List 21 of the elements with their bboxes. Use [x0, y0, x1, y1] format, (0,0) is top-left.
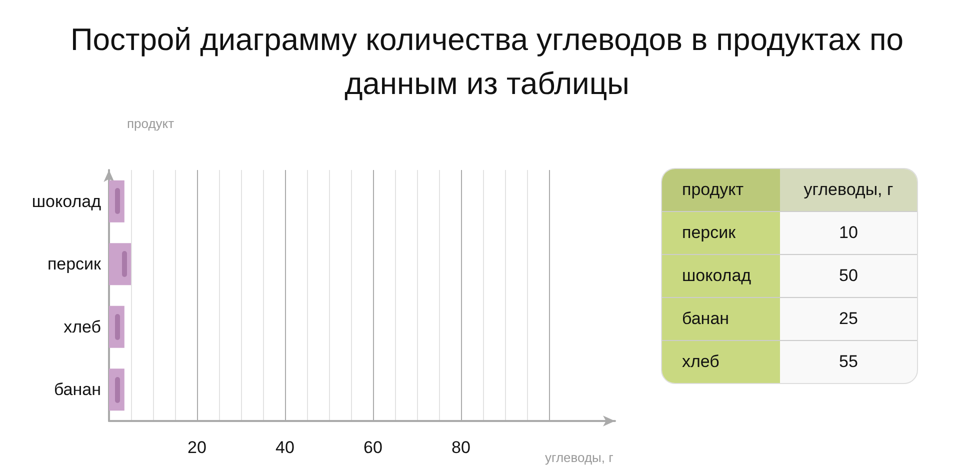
category-label: шоколад: [662, 254, 780, 298]
y-tick-label: хлеб: [64, 317, 102, 336]
x-tick-label: 80: [452, 438, 470, 457]
y-tick-label: персик: [47, 254, 102, 274]
x-tick-label: 20: [188, 438, 206, 457]
text: углеводы, г: [780, 169, 917, 212]
category-label: хлеб: [662, 340, 780, 383]
chart-title: Построй диаграмму количества углеводов в продуктах по данным из таблицы: [69, 21, 905, 103]
x-axis-title: углеводы, г: [545, 450, 614, 465]
x-tick-label: 60: [364, 438, 382, 457]
text: продукт: [662, 169, 780, 212]
x-tick-label: 40: [276, 438, 294, 457]
y-axis-title: продукт: [127, 116, 174, 131]
category-label: персик: [662, 212, 780, 254]
data-label: 50: [780, 254, 917, 298]
y-tick-label: банан: [54, 380, 101, 400]
category-label: банан: [662, 298, 780, 340]
data-label: 25: [780, 298, 917, 340]
data-label: 10: [780, 212, 917, 254]
data-label: 55: [780, 340, 917, 383]
y-tick-label: шоколад: [32, 192, 102, 211]
